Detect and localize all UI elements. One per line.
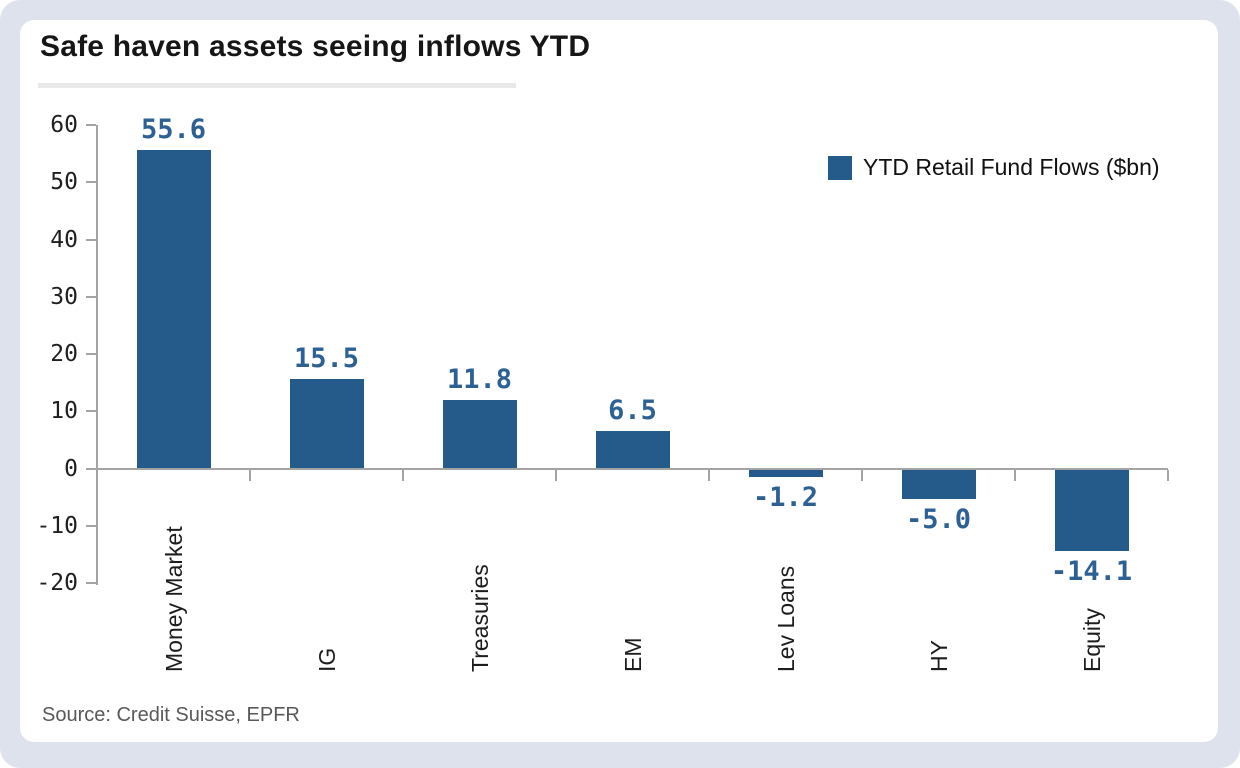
y-axis-spine xyxy=(96,125,98,585)
x-axis-tick xyxy=(1014,470,1016,481)
legend-label: YTD Retail Fund Flows ($bn) xyxy=(863,154,1160,180)
y-axis-tick-label: 0 xyxy=(64,455,78,482)
bar-hy xyxy=(901,470,976,499)
bar-value-label: 11.8 xyxy=(446,364,513,396)
x-axis-zero-line xyxy=(96,468,1168,470)
x-axis-tick xyxy=(402,470,404,481)
y-axis-tick xyxy=(86,238,96,241)
source-note: Source: Credit Suisse, EPFR xyxy=(42,704,300,726)
bar-value-label: -5.0 xyxy=(905,503,972,535)
y-axis-tick-label: 30 xyxy=(50,283,78,310)
y-axis-tick xyxy=(86,582,96,584)
x-axis-tick xyxy=(249,470,251,481)
y-axis-tick xyxy=(86,124,96,126)
chart-title: Safe haven assets seeing inflows YTD xyxy=(40,30,591,63)
bar-em xyxy=(595,430,670,468)
bar-treasuries xyxy=(442,400,517,468)
y-axis-tick xyxy=(86,181,96,184)
y-axis-tick xyxy=(86,467,96,470)
bar-ig xyxy=(289,379,364,468)
bar-value-label: -14.1 xyxy=(1050,555,1133,587)
x-axis-category-label: Treasuries xyxy=(466,564,493,672)
bar-value-label: 55.6 xyxy=(140,113,207,145)
bar-chart-plot: 60 50 40 30 20 10 0 -10 -20 55.6 Money Market 15.5 I… xyxy=(20,20,1218,742)
x-axis-tick xyxy=(861,470,863,481)
y-axis-tick-label: -10 xyxy=(36,512,78,539)
bar-money-market xyxy=(136,149,211,468)
bar-equity xyxy=(1054,470,1129,551)
y-axis-tick-label: 50 xyxy=(50,169,78,196)
y-axis-tick xyxy=(86,410,96,413)
bar-value-label: -1.2 xyxy=(752,481,819,513)
legend-swatch-icon xyxy=(828,155,852,180)
bar-value-label: 6.5 xyxy=(608,394,657,426)
x-axis-category-label: Equity xyxy=(1078,608,1105,672)
x-axis-category-label: Money Market xyxy=(160,526,187,672)
chart-legend: YTD Retail Fund Flows ($bn) xyxy=(828,154,1160,181)
title-underline xyxy=(38,83,516,88)
x-axis-tick xyxy=(1167,470,1169,481)
x-axis-category-label: EM xyxy=(619,637,646,673)
x-axis-category-label: IG xyxy=(313,647,340,672)
bar-lev-loans xyxy=(748,470,823,477)
y-axis-tick-label: 40 xyxy=(50,226,78,253)
y-axis-tick-label: 60 xyxy=(50,112,78,138)
bar-value-label: 15.5 xyxy=(293,343,360,375)
x-axis-category-label: HY xyxy=(925,640,952,672)
y-axis-tick-label: 20 xyxy=(50,341,78,367)
y-axis-tick xyxy=(86,524,96,527)
y-axis-tick xyxy=(86,295,96,298)
x-axis-category-label: Lev Loans xyxy=(772,565,799,672)
chart-card: Safe haven assets seeing inflows YTD 60 5… xyxy=(20,20,1218,742)
x-axis-tick xyxy=(708,470,710,481)
x-axis-tick xyxy=(555,470,557,481)
y-axis-tick xyxy=(86,353,96,355)
y-axis-tick-label: -20 xyxy=(36,570,78,596)
y-axis-tick-label: 10 xyxy=(50,398,78,425)
